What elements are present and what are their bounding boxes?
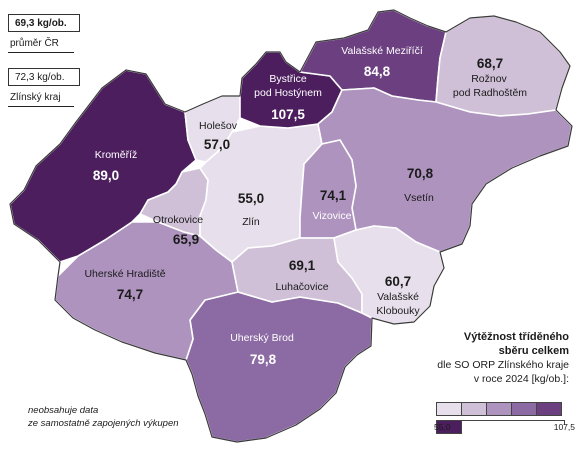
label-uh-hradiste-name: Uherské Hradiště [84,268,165,280]
region-average-value: 72,3 kg/ob. [8,68,80,86]
cz-average-label: průměr ČR [8,35,74,53]
legend-title-2: sběru celkem [498,345,569,357]
label-vizovice-name: Vizovice [313,210,352,222]
cz-average-reference: 69,3 kg/ob. průměr ČR [8,14,80,53]
label-val-mezirici-value: 84,8 [364,64,391,79]
label-val-mezirici-name: Valašské Meziříčí [341,45,423,57]
data-note: neobsahuje data ze samostatně zapojených… [28,404,179,430]
region-labels: Kroměříž 89,0 Holešov 57,0 Bystřice pod … [84,45,527,367]
label-vsetin-name: Vsetín [404,192,434,204]
legend-min: 55,0 [434,422,451,432]
label-luhacovice-value: 69,1 [289,258,316,273]
label-val-klobouky-name-1: Valašské [377,291,419,303]
region-outline [9,9,573,443]
data-note-line-2: ze samostatně zapojených výkupen [28,418,179,429]
cz-average-value: 69,3 kg/ob. [8,14,80,32]
legend-swatch-5 [536,402,562,416]
legend: Výtěžnost tříděného sběru celkem dle SO … [437,330,569,386]
label-kromeriz-name: Kroměříž [95,149,138,161]
legend-title-1: Výtěžnost tříděného [463,331,569,343]
label-roznov-value: 68,7 [477,56,503,71]
label-uh-hradiste-value: 74,7 [117,287,143,302]
legend-swatch-2 [461,402,487,416]
label-val-klobouky-value: 60,7 [385,274,411,289]
legend-subtitle-2: v roce 2024 [kg/ob.]: [473,373,569,385]
label-uh-brod-value: 79,8 [250,352,277,367]
label-vizovice-value: 74,1 [320,188,347,203]
label-zlin-value: 55,0 [238,191,264,206]
label-bystrice-name-1: Bystřice [269,73,307,85]
label-otrokovice-name: Otrokovice [153,214,203,226]
label-otrokovice-value: 65,9 [173,232,199,247]
legend-max: 107,5 [553,422,575,432]
label-roznov-name-1: Rožnov [471,73,507,85]
label-vsetin-value: 70,8 [407,166,434,181]
region-average-reference: 72,3 kg/ob. Zlínský kraj [8,68,80,107]
legend-swatch-4 [511,402,537,416]
region-average-label: Zlínský kraj [8,89,74,107]
legend-color-scale [436,402,585,438]
label-kromeriz-value: 89,0 [93,168,119,183]
label-uh-brod-name: Uherský Brod [230,332,294,344]
label-bystrice-value: 107,5 [271,107,305,122]
label-luhacovice-name: Luhačovice [275,281,328,293]
legend-swatch-3 [486,402,512,416]
label-val-klobouky-name-2: Klobouky [376,305,420,317]
data-note-line-1: neobsahuje data [28,405,99,416]
label-holesov-value: 57,0 [204,137,230,152]
legend-subtitle-1: dle SO ORP Zlínského kraje [437,359,569,371]
label-zlin-name: Zlín [242,216,260,228]
label-roznov-name-2: pod Radhoštěm [453,87,527,99]
label-holesov-name: Holešov [199,120,238,132]
label-bystrice-name-2: pod Hostýnem [254,87,322,99]
region-uhersky-brod[interactable] [185,291,373,443]
legend-swatch-1 [436,402,462,416]
